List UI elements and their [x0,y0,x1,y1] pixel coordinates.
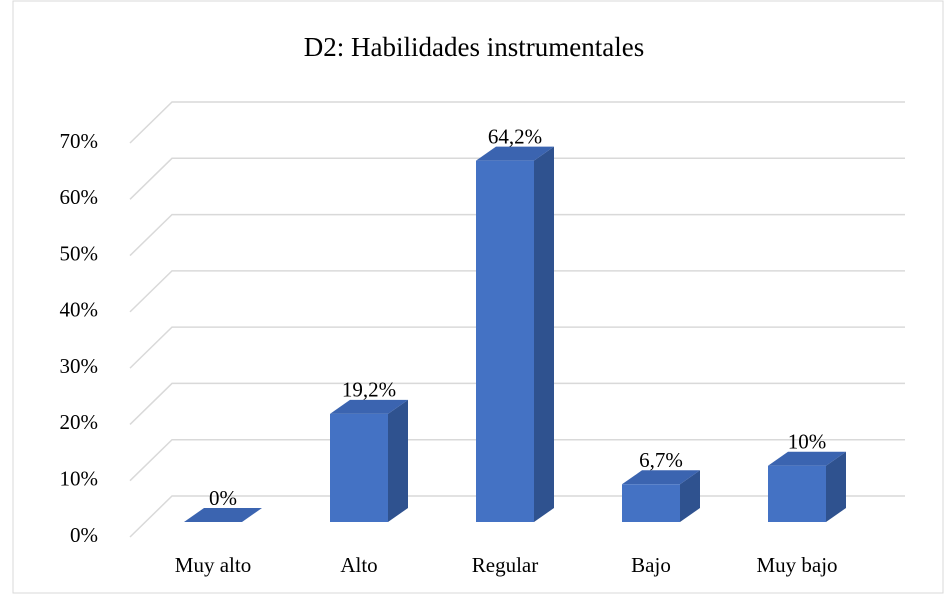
grid-line [129,438,905,482]
x-tick-label: Muy bajo [756,553,837,577]
x-tick-label: Bajo [631,553,671,577]
data-label: 64,2% [488,124,542,148]
y-tick-label: 50% [60,241,99,265]
y-tick-label: 40% [60,298,99,322]
x-tick-label: Regular [472,553,538,577]
data-label: 0% [209,486,237,510]
bar-side [826,451,846,522]
grid-line [129,326,905,369]
y-tick-label: 30% [60,354,99,378]
bar-top [768,451,846,466]
bar [768,465,826,522]
bar [330,413,388,522]
x-tick-label: Alto [340,553,377,577]
y-tick-label: 10% [60,467,99,491]
grid-line [129,270,905,313]
y-tick-label: 70% [60,129,99,153]
bar-top [330,399,408,414]
data-label: 19,2% [342,378,396,402]
bar [476,160,534,522]
y-tick-label: 20% [60,410,99,434]
x-tick-label: Muy alto [175,553,251,577]
grid-line [129,213,905,257]
grid-line [129,382,905,425]
bar-top [622,470,700,485]
chart-title: D2: Habilidades instrumentales [304,32,644,62]
data-label: 6,7% [639,448,683,472]
bar [622,484,680,522]
bar-side [388,399,408,522]
bar-side [534,146,554,522]
y-tick-label: 0% [70,523,98,547]
grid-line [129,101,905,144]
y-tick-label: 60% [60,185,99,209]
grid-line [129,157,905,200]
bar-side [680,470,700,522]
bar-top [476,146,554,161]
data-label: 10% [788,430,827,454]
bar-top [184,508,262,522]
